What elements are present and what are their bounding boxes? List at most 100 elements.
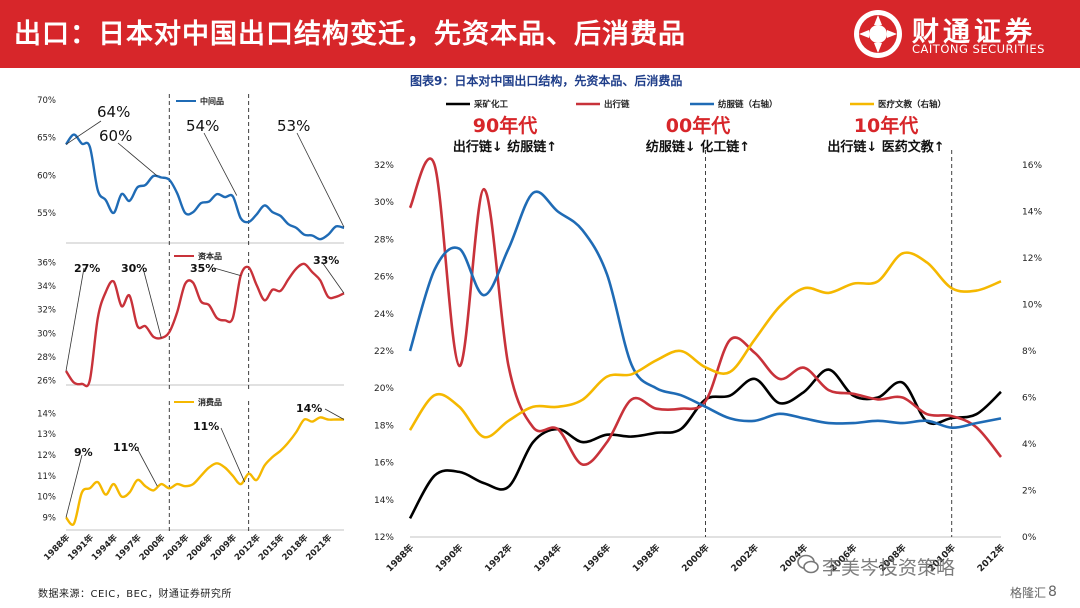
y-left-tick-label: 12% bbox=[374, 533, 394, 543]
y-tick-label: 32% bbox=[37, 306, 56, 316]
logo-text-en: CAITONG SECURITIES bbox=[912, 42, 1045, 56]
decade-trend-text: 出行链↓ 纺服链↑ bbox=[453, 139, 557, 155]
y-tick-label: 11% bbox=[37, 472, 56, 482]
annotation-label: 54% bbox=[186, 117, 219, 135]
annotation-label: 30% bbox=[121, 262, 147, 275]
annotation-leader-line bbox=[65, 120, 102, 145]
company-logo: 财通证券 CAITONG SECURITIES bbox=[852, 6, 1072, 62]
x-tick-label: 2000年 bbox=[679, 542, 712, 575]
series-line-出行链 bbox=[408, 157, 1003, 466]
y-left-tick-label: 16% bbox=[374, 459, 394, 469]
annotation-leader-line bbox=[65, 454, 83, 518]
annotation-label: 64% bbox=[97, 103, 130, 121]
y-right-tick-label: 10% bbox=[1022, 301, 1042, 311]
annotation-leader-line bbox=[324, 408, 345, 420]
legend-label: 采矿化工 bbox=[473, 99, 509, 110]
annotation-leader-line bbox=[117, 142, 158, 177]
y-right-tick-label: 8% bbox=[1022, 347, 1037, 357]
y-right-tick-label: 0% bbox=[1022, 533, 1037, 543]
x-tick-label: 2002年 bbox=[728, 542, 761, 575]
annotation-leader-line bbox=[137, 449, 158, 487]
annotation-label: 27% bbox=[74, 262, 100, 275]
wechat-icon bbox=[797, 554, 819, 574]
y-left-tick-label: 32% bbox=[374, 161, 394, 171]
y-tick-label: 30% bbox=[37, 329, 56, 339]
y-tick-label: 36% bbox=[37, 259, 56, 269]
brand-mark: 格隆汇 bbox=[1010, 586, 1047, 600]
y-right-tick-label: 2% bbox=[1022, 487, 1037, 497]
legend-label: 中间品 bbox=[200, 96, 224, 106]
x-tick-label: 1998年 bbox=[630, 542, 663, 575]
decade-trend-text: 纺服链↓ 化工链↑ bbox=[646, 139, 750, 155]
legend-label: 资本品 bbox=[198, 251, 222, 261]
y-tick-label: 26% bbox=[37, 376, 56, 386]
legend-label: 纺服链（右轴） bbox=[718, 99, 778, 110]
y-tick-label: 70% bbox=[37, 96, 56, 106]
annotation-leader-line bbox=[321, 261, 345, 294]
annotation-label: 11% bbox=[193, 420, 219, 433]
y-tick-label: 9% bbox=[43, 513, 57, 523]
y-left-tick-label: 24% bbox=[374, 310, 394, 320]
annotation-leader-line bbox=[213, 267, 241, 277]
legend-label: 医疗文教（右轴） bbox=[878, 99, 946, 110]
y-left-tick-label: 26% bbox=[374, 273, 394, 283]
annotation-leader-line bbox=[220, 427, 246, 483]
y-tick-label: 14% bbox=[37, 409, 56, 419]
figure-title: 图表9：日本对中国出口结构，先资本品、后消费品 bbox=[410, 74, 683, 88]
x-tick-label: 1988年 bbox=[384, 542, 417, 575]
watermark-text: 李美岑投资策略 bbox=[822, 557, 956, 579]
annotation-leader-line bbox=[203, 132, 238, 196]
x-tick-label: 1992年 bbox=[482, 542, 515, 575]
series-line-资本品 bbox=[64, 262, 345, 388]
annotation-label: 33% bbox=[313, 254, 339, 267]
y-right-tick-label: 4% bbox=[1022, 440, 1037, 450]
annotation-leader-line bbox=[142, 267, 162, 339]
series-line-纺服链（右轴） bbox=[408, 190, 1002, 430]
series-line-中间品 bbox=[65, 133, 345, 241]
x-tick-label: 1996年 bbox=[581, 542, 614, 575]
y-tick-label: 60% bbox=[37, 171, 56, 181]
header-bar: 出口：日本对中国出口结构变迁，先资本品、后消费品 财通证券 CAITONG SE… bbox=[0, 0, 1080, 68]
annotation-label: 11% bbox=[113, 441, 139, 454]
decade-label: 90年代 bbox=[473, 114, 537, 137]
series-line-消费品 bbox=[65, 416, 344, 526]
y-left-tick-label: 14% bbox=[374, 496, 394, 506]
source-note: 数据来源：CEIC，BEC，财通证券研究所 bbox=[38, 589, 232, 600]
y-tick-label: 34% bbox=[37, 282, 56, 292]
annotation-label: 14% bbox=[296, 402, 322, 415]
annotation-label: 9% bbox=[74, 446, 93, 459]
legend-label: 出行链 bbox=[604, 99, 630, 110]
annotation-leader-line bbox=[296, 132, 345, 228]
decade-label: 00年代 bbox=[666, 114, 730, 137]
y-tick-label: 10% bbox=[37, 493, 56, 503]
y-left-tick-label: 30% bbox=[374, 198, 394, 208]
x-tick-label: 2021年 bbox=[304, 532, 335, 563]
y-left-tick-label: 20% bbox=[374, 384, 394, 394]
page-number: 8 bbox=[1048, 584, 1057, 600]
decade-label: 10年代 bbox=[854, 114, 918, 137]
x-tick-label: 2012年 bbox=[975, 542, 1008, 575]
y-tick-label: 13% bbox=[37, 430, 56, 440]
y-right-tick-label: 14% bbox=[1022, 208, 1042, 218]
annotation-leader-line bbox=[65, 267, 85, 371]
decade-trend-text: 出行链↓ 医药文教↑ bbox=[827, 139, 944, 155]
series-line-医疗文教（右轴） bbox=[408, 251, 1002, 439]
y-tick-label: 65% bbox=[37, 134, 56, 144]
logo-text-cn: 财通证券 bbox=[912, 17, 1036, 48]
y-tick-label: 28% bbox=[37, 353, 56, 363]
y-right-tick-label: 12% bbox=[1022, 254, 1042, 264]
y-right-tick-label: 6% bbox=[1022, 394, 1037, 404]
page-title: 出口：日本对中国出口结构变迁，先资本品、后消费品 bbox=[14, 19, 686, 50]
x-tick-label: 1994年 bbox=[531, 542, 564, 575]
annotation-label: 35% bbox=[190, 262, 216, 275]
y-tick-label: 55% bbox=[37, 209, 56, 219]
x-tick-label: 1990年 bbox=[433, 542, 466, 575]
y-left-tick-label: 22% bbox=[374, 347, 394, 357]
legend-label: 消费品 bbox=[198, 397, 222, 407]
annotation-label: 53% bbox=[277, 117, 310, 135]
y-tick-label: 12% bbox=[37, 451, 56, 461]
caitong-logo-icon bbox=[854, 10, 902, 58]
y-left-tick-label: 28% bbox=[374, 235, 394, 245]
y-left-tick-label: 18% bbox=[374, 421, 394, 431]
